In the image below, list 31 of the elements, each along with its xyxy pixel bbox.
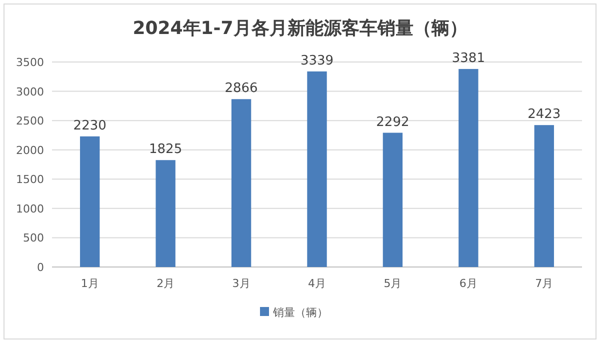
y-tick-label: 0 (37, 261, 44, 274)
x-tick-label: 4月 (308, 277, 326, 290)
x-tick-label: 6月 (459, 277, 478, 290)
y-tick-label: 500 (23, 232, 44, 245)
legend-label: 销量（辆） (272, 306, 328, 319)
data-label: 2866 (224, 81, 258, 96)
bar (382, 132, 403, 267)
bar (156, 160, 176, 267)
bar (231, 99, 252, 267)
y-tick-label: 3000 (16, 85, 44, 98)
y-tick-label: 3500 (16, 56, 44, 69)
x-tick-label: 2月 (156, 277, 175, 290)
data-label: 2423 (528, 107, 561, 122)
data-label: 3381 (452, 50, 485, 66)
x-tick-label: 1月 (80, 277, 99, 290)
bar (80, 136, 100, 267)
y-tick-label: 2000 (16, 144, 44, 157)
bar (534, 125, 554, 267)
data-label: 1825 (149, 142, 182, 158)
x-tick-label: 7月 (535, 277, 554, 290)
x-tick-label: 3月 (232, 277, 250, 290)
x-tick-label: 5月 (384, 277, 402, 290)
y-tick-label: 2500 (16, 114, 44, 128)
data-label: 2292 (376, 114, 410, 130)
data-label: 2230 (73, 118, 106, 134)
y-tick-label: 1500 (16, 173, 44, 186)
chart-title: 2024年1-7月各月新能源客车销量（辆） (132, 18, 468, 39)
y-tick-label: 1000 (16, 202, 44, 216)
data-label: 3339 (300, 53, 334, 68)
bar (458, 68, 478, 267)
bar (307, 71, 327, 267)
